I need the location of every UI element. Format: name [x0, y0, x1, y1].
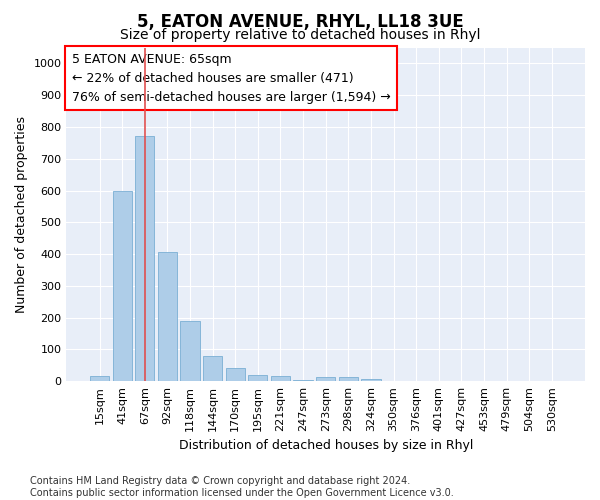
Y-axis label: Number of detached properties: Number of detached properties	[15, 116, 28, 313]
Bar	[158, 252, 177, 381]
Bar	[113, 190, 132, 381]
Bar	[90, 376, 109, 381]
Text: Contains HM Land Registry data © Crown copyright and database right 2024.
Contai: Contains HM Land Registry data © Crown c…	[30, 476, 454, 498]
Bar	[339, 377, 358, 381]
Bar	[181, 321, 200, 381]
Bar	[135, 136, 154, 381]
X-axis label: Distribution of detached houses by size in Rhyl: Distribution of detached houses by size …	[179, 440, 473, 452]
Text: Size of property relative to detached houses in Rhyl: Size of property relative to detached ho…	[120, 28, 480, 42]
Bar	[293, 380, 313, 381]
Bar	[316, 377, 335, 381]
Bar	[271, 376, 290, 381]
Text: 5, EATON AVENUE, RHYL, LL18 3UE: 5, EATON AVENUE, RHYL, LL18 3UE	[137, 12, 463, 30]
Bar	[248, 376, 268, 381]
Bar	[361, 378, 380, 381]
Bar	[203, 356, 222, 381]
Text: 5 EATON AVENUE: 65sqm
← 22% of detached houses are smaller (471)
76% of semi-det: 5 EATON AVENUE: 65sqm ← 22% of detached …	[71, 52, 391, 104]
Bar	[226, 368, 245, 381]
